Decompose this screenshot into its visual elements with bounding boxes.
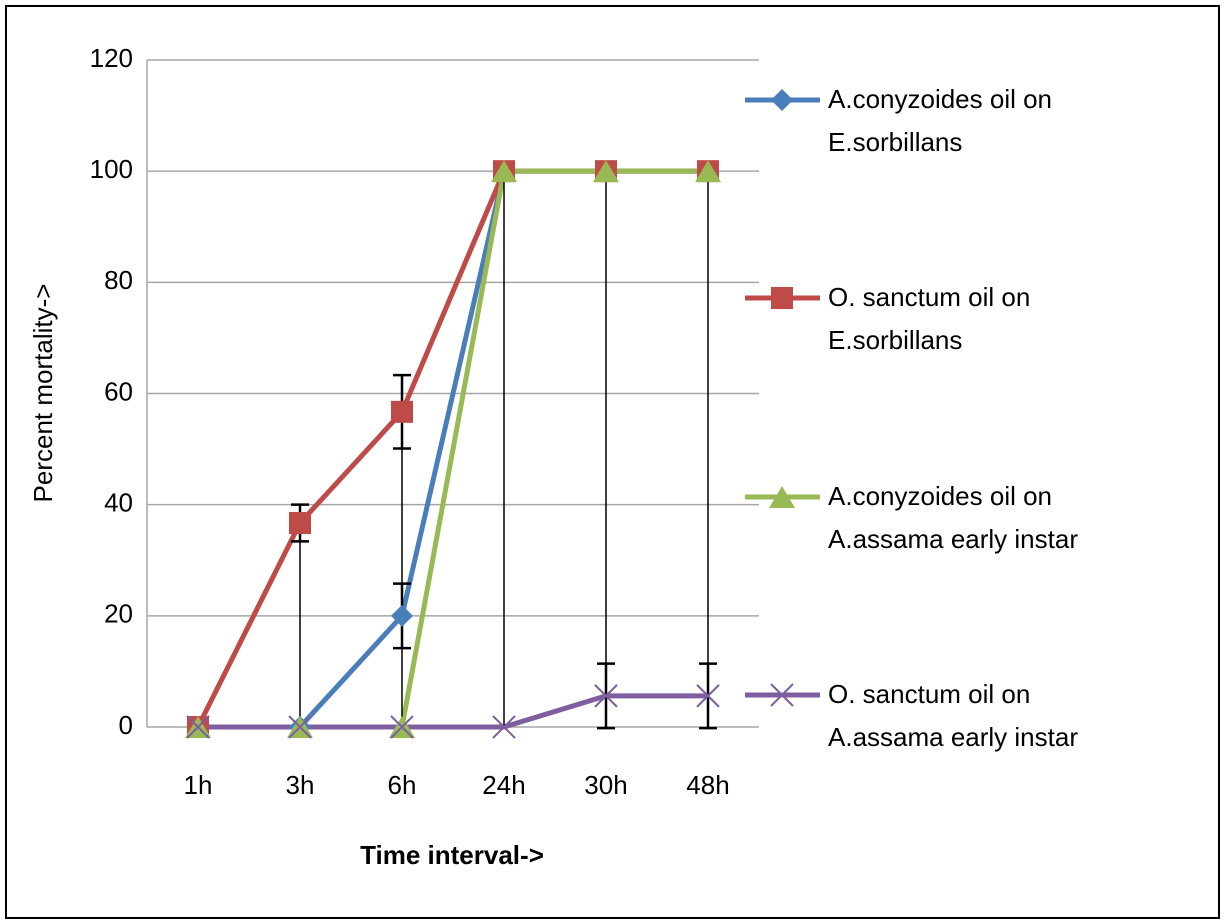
marker — [289, 512, 311, 535]
marker — [391, 604, 413, 627]
legend-label: O. sanctum oil on E.sorbillans — [828, 282, 1031, 355]
y-tick-label: 80 — [104, 265, 133, 295]
x-tick-label: 3h — [286, 770, 315, 800]
legend-label: A.conyzoides oil on E.sorbillans — [828, 84, 1053, 157]
marker — [769, 486, 795, 508]
marker — [492, 715, 516, 739]
legend-label: O. sanctum oil on A.assama early instar — [828, 679, 1078, 752]
x-axis-title: Time interval-> — [360, 840, 544, 870]
x-tick-label: 1h — [184, 770, 213, 800]
y-tick-label: 100 — [90, 154, 133, 184]
marker — [593, 160, 619, 183]
marker — [770, 683, 794, 707]
marker — [771, 89, 793, 111]
y-axis-title: Percent mortality-> — [28, 284, 58, 503]
series-line — [198, 693, 708, 730]
series-line — [198, 168, 708, 730]
y-tick-label: 60 — [104, 376, 133, 406]
y-tick-label: 20 — [104, 599, 133, 629]
marker — [594, 684, 618, 708]
marker — [695, 160, 721, 183]
x-tick-label: 30h — [584, 770, 627, 800]
marker — [771, 287, 793, 309]
frame — [5, 5, 1220, 919]
marker — [491, 160, 517, 183]
marker — [186, 715, 210, 739]
y-tick-label: 0 — [119, 710, 133, 740]
x-tick-label: 48h — [686, 770, 729, 800]
legend-label: A.conyzoides oil on A.assama early insta… — [828, 481, 1078, 554]
x-tick-label: 24h — [482, 770, 525, 800]
marker — [288, 715, 312, 739]
marker — [390, 715, 414, 739]
marker — [696, 684, 720, 708]
y-tick-label: 120 — [90, 43, 133, 73]
marker — [391, 400, 413, 423]
y-tick-label: 40 — [104, 488, 133, 518]
x-tick-label: 6h — [388, 770, 417, 800]
